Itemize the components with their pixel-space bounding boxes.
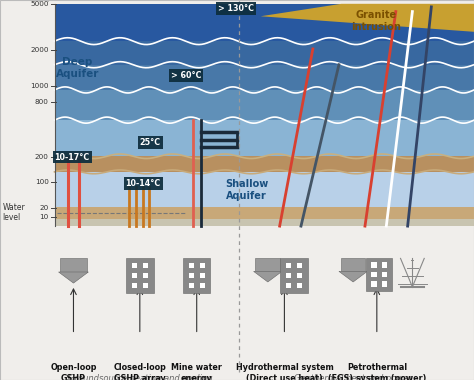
Text: Shallow
Aquifer: Shallow Aquifer — [225, 179, 268, 201]
Bar — [286, 273, 291, 278]
Text: 25°C: 25°C — [140, 138, 161, 147]
Bar — [143, 273, 148, 278]
Bar — [200, 283, 205, 288]
Text: Water
level: Water level — [2, 203, 25, 222]
Text: 2000: 2000 — [30, 48, 49, 54]
Text: Open-loop
GSHP: Open-loop GSHP — [50, 363, 97, 380]
Bar — [297, 283, 302, 288]
Bar — [189, 273, 194, 278]
Bar — [132, 283, 137, 288]
Text: 10: 10 — [39, 214, 49, 220]
Bar — [366, 258, 392, 291]
Bar — [200, 273, 205, 278]
Bar — [55, 207, 474, 219]
Bar — [55, 65, 474, 90]
Polygon shape — [254, 271, 282, 282]
Bar — [372, 281, 376, 287]
Text: 200: 200 — [35, 154, 49, 160]
Text: Depth (m): Depth (m) — [13, 0, 50, 1]
Bar — [382, 263, 387, 268]
Bar — [286, 263, 291, 268]
Bar — [55, 4, 474, 41]
Text: 10-14°C: 10-14°C — [126, 179, 161, 188]
Text: 10-17°C: 10-17°C — [55, 153, 90, 162]
Bar — [382, 272, 387, 277]
Text: Deep
Aquifer: Deep Aquifer — [56, 57, 100, 79]
Bar — [55, 156, 474, 172]
Bar — [132, 263, 137, 268]
Text: Hydrothermal system
(Direct use heat): Hydrothermal system (Direct use heat) — [236, 363, 333, 380]
Bar — [255, 258, 280, 271]
Text: > 130°C: > 130°C — [218, 4, 254, 13]
Text: 100: 100 — [35, 179, 49, 185]
Text: Geothermal heat and power: Geothermal heat and power — [294, 374, 412, 380]
Bar — [189, 263, 194, 268]
Text: 5000: 5000 — [30, 1, 49, 7]
Bar — [55, 172, 474, 207]
Text: Mine water
energy: Mine water energy — [171, 363, 222, 380]
Polygon shape — [59, 272, 88, 283]
Bar — [55, 120, 474, 156]
Bar — [280, 258, 308, 293]
Text: 800: 800 — [35, 99, 49, 104]
Bar — [55, 90, 474, 120]
Text: 20: 20 — [39, 205, 49, 211]
Text: Closed-loop
GSHP array: Closed-loop GSHP array — [113, 363, 166, 380]
Bar — [143, 283, 148, 288]
Bar — [126, 258, 154, 293]
Text: > 60°C: > 60°C — [171, 71, 201, 80]
Text: Petrothermal
(EGS) system (power): Petrothermal (EGS) system (power) — [328, 363, 426, 380]
Bar — [341, 258, 365, 271]
Bar — [189, 283, 194, 288]
Bar — [132, 273, 137, 278]
Bar — [372, 263, 376, 268]
Text: Granite
intrusion: Granite intrusion — [351, 10, 401, 32]
Text: Groundsource heating and cooling: Groundsource heating and cooling — [67, 374, 212, 380]
Bar — [382, 281, 387, 287]
Text: 1000: 1000 — [30, 83, 49, 89]
Bar — [372, 272, 376, 277]
Bar — [55, 219, 474, 226]
Bar — [200, 263, 205, 268]
Bar — [55, 41, 474, 65]
Bar — [61, 258, 86, 272]
Bar — [286, 283, 291, 288]
Polygon shape — [339, 271, 367, 282]
Bar — [183, 258, 210, 293]
Bar — [143, 263, 148, 268]
Bar — [297, 273, 302, 278]
Bar — [297, 263, 302, 268]
Polygon shape — [261, 4, 474, 32]
